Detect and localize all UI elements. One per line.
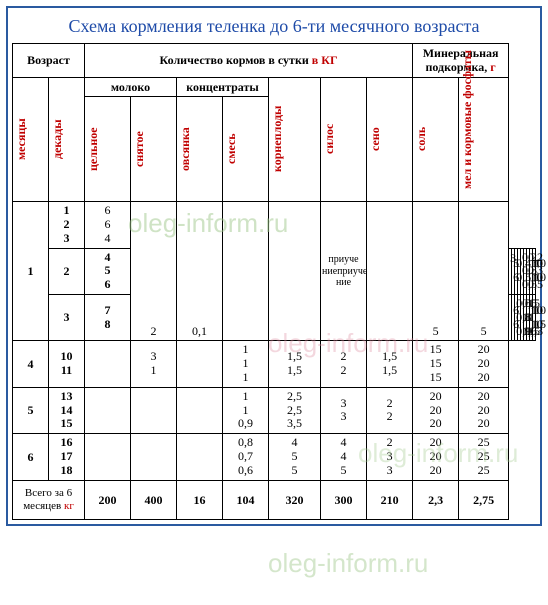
col-mix: смесь [224,99,238,199]
total-row: Всего за 6 месяцев кг 200 400 16 104 320… [13,480,536,519]
col-month: месяцы [14,89,28,189]
col-silage: силос [322,89,336,189]
table-row: 5 131415 110,9 2,52,53,5 33 22 202020 20… [13,387,536,433]
col-oat: овсянка [178,99,192,199]
col-skim: снятое [132,99,146,199]
col-hay: сено [368,89,382,189]
header-age: Возраст [13,44,85,78]
col-root: корнеплоды [270,89,284,189]
watermark: oleg-inform.ru [268,548,428,579]
col-salt: соль [414,89,428,189]
page-title: Схема кормления теленка до 6-ти месячног… [12,12,536,43]
col-chalk: мел и кормовые фосфаты [460,89,474,189]
col-decade: декады [50,89,64,189]
col-whole: цельное [86,99,100,199]
sub-milk: молоко [85,77,177,96]
table-row: 4 1011 31 111 1,51,5 22 1,51,5 151515 20… [13,341,536,387]
table-row: 6 161718 0,80,70,6 455 445 233 202020 25… [13,434,536,480]
feeding-table: Возраст Количество кормов в сутки в КГ М… [12,43,536,520]
header-feed: Количество кормов в сутки в КГ [85,44,413,78]
sub-conc: концентраты [177,77,269,96]
table-row: 1 123 664 2 0,1 приуче ниеприуче ние 5 5 [13,202,536,248]
